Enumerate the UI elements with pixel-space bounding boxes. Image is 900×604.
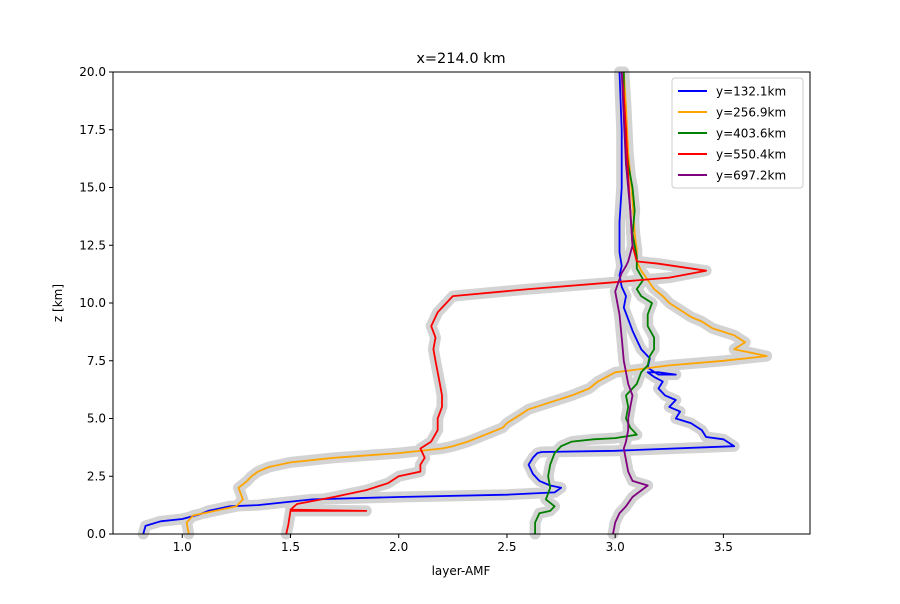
x-tick-label: 3.5 [714,540,733,554]
x-tick-label: 1.0 [173,540,192,554]
x-axis-ticks: 1.0 1.5 2.0 2.5 3.0 3.5 [173,534,733,554]
y-tick-label: 2.5 [87,469,106,483]
x-tick-label: 3.0 [606,540,625,554]
x-tick-label: 2.5 [497,540,516,554]
x-axis-label: layer-AMF [432,564,491,578]
legend-label: y=256.9km [716,106,786,120]
legend-box [671,77,804,189]
y-tick-label: 17.5 [79,123,106,137]
series-line-3 [534,72,655,534]
series-lines [142,71,768,535]
series-line-4 [285,71,707,535]
series-line-1 [142,71,736,535]
legend-label: y=403.6km [716,127,786,141]
x-tick-label: 1.5 [281,540,300,554]
y-axis-ticks: 0.0 2.5 5.0 7.5 10.0 12.5 15.0 17.5 20.0 [79,65,113,541]
series-line-5 [612,71,649,535]
chart-title: x=214.0 km [416,51,505,67]
y-tick-label: 12.5 [79,238,106,252]
legend-label: y=697.2km [716,169,786,183]
y-tick-label: 5.0 [87,412,106,426]
y-tick-label: 20.0 [79,65,106,79]
series-line-2 [185,71,768,535]
y-tick-label: 7.5 [87,354,106,368]
y-tick-label: 10.0 [79,296,106,310]
legend: y=132.1km y=256.9km y=403.6km y=550.4km y=69… [671,77,804,189]
y-tick-label: 0.0 [87,527,106,541]
x-tick-label: 2.0 [389,540,408,554]
y-tick-label: 15.0 [79,181,106,195]
y-axis-label: z [km] [51,284,65,322]
legend-label: y=550.4km [716,148,786,162]
legend-label: y=132.1km [716,85,786,99]
